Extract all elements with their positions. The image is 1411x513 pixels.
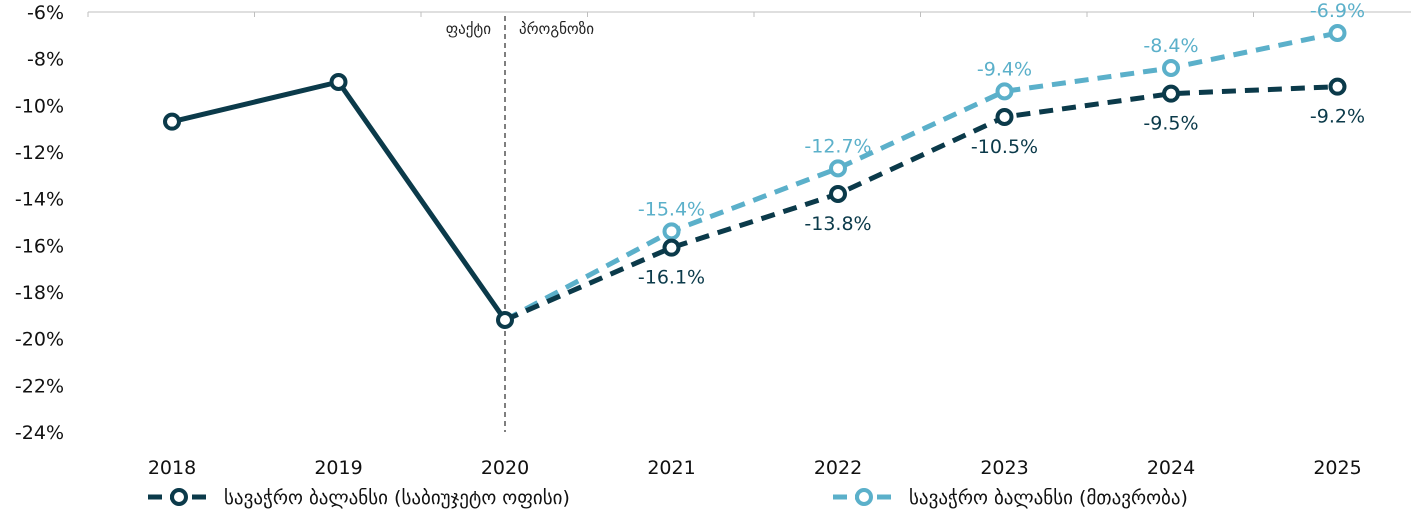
series-1-point — [1328, 24, 1347, 42]
y-tick-label: -22% — [15, 375, 64, 397]
series-0-data-label: -9.2% — [1310, 106, 1365, 128]
series-1-point — [662, 222, 681, 241]
series-1-point — [829, 159, 847, 178]
series-0-point — [662, 238, 681, 257]
y-tick-label: -14% — [15, 189, 64, 211]
series-0-data-label: -10.5% — [971, 136, 1038, 158]
actual-point — [496, 311, 514, 329]
actual-series-line — [171, 79, 508, 322]
series-0-data-label: -13.8% — [804, 213, 871, 235]
x-tick-label: 2021 — [647, 457, 695, 479]
x-tick-label: 2019 — [314, 457, 362, 479]
legend-label: სავაჭრო ბალანსი (საბიუჯეტო ოფისი) — [224, 487, 570, 509]
series-0-point — [1162, 84, 1180, 103]
series-0-point — [1328, 77, 1347, 96]
x-tick-label: 2025 — [1313, 457, 1361, 479]
series-1-point — [1162, 59, 1180, 77]
fact-label: ფაქტი — [446, 20, 492, 38]
series-1-data-label: -9.4% — [977, 58, 1032, 80]
x-tick-label: 2020 — [481, 457, 529, 479]
series-line-1 — [503, 30, 1339, 323]
series-0-point — [995, 108, 1014, 126]
series-0-data-label: -9.5% — [1143, 113, 1198, 135]
legend-item-0: სავაჭრო ბალანსი (საბიუჯეტო ოფისი) — [148, 487, 570, 509]
legend-marker — [855, 488, 873, 506]
y-tick-label: -10% — [15, 95, 64, 117]
series-1-data-label: -8.4% — [1143, 35, 1198, 57]
y-tick-label: -20% — [15, 329, 64, 351]
x-tick-label: 2023 — [980, 457, 1028, 479]
series-0-data-label: -16.1% — [638, 267, 705, 289]
series-0-point — [829, 185, 847, 203]
y-tick-label: -18% — [15, 282, 64, 304]
y-tick-label: -24% — [15, 422, 64, 444]
series-1-point — [995, 82, 1014, 101]
x-tick-label: 2024 — [1147, 457, 1195, 479]
legend-marker — [170, 488, 188, 506]
x-tick-label: 2022 — [814, 457, 862, 479]
actual-point — [163, 112, 181, 131]
actual-point — [329, 73, 348, 91]
y-tick-label: -12% — [15, 142, 64, 164]
legend-label: სავაჭრო ბალანსი (მთავრობა) — [909, 487, 1188, 509]
series-1-data-label: -12.7% — [804, 135, 871, 157]
legend-item-1: სავაჭრო ბალანსი (მთავრობა) — [833, 487, 1188, 509]
x-tick-label: 2018 — [148, 457, 196, 479]
y-tick-label: -16% — [15, 235, 64, 257]
forecast-label: პროგნოზი — [519, 20, 594, 38]
series-1-data-label: -6.9% — [1310, 0, 1365, 22]
y-tick-label: -8% — [27, 49, 64, 71]
series-1-data-label: -15.4% — [638, 198, 705, 220]
y-tick-label: -6% — [27, 2, 64, 24]
series-line-0 — [504, 84, 1338, 323]
